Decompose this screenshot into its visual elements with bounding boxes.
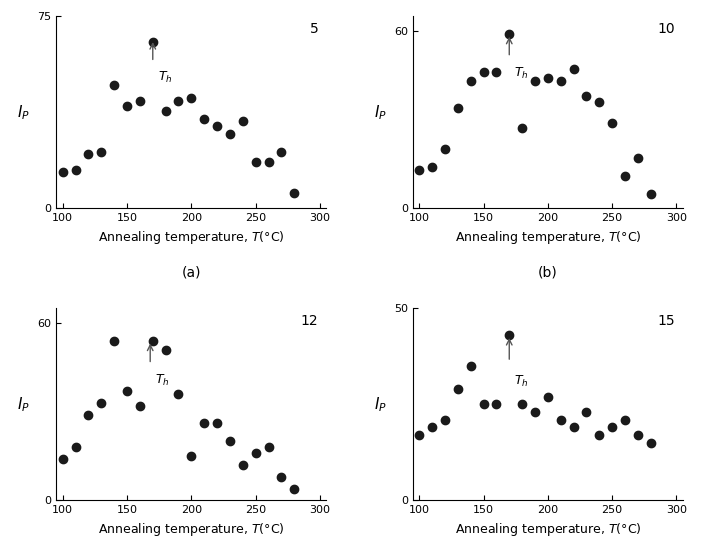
Point xyxy=(465,362,477,370)
Point xyxy=(478,400,489,408)
Point xyxy=(199,419,210,428)
Point xyxy=(517,400,528,408)
Point xyxy=(121,387,132,395)
Point xyxy=(645,189,656,198)
Text: (b): (b) xyxy=(538,266,558,280)
Point xyxy=(237,117,249,125)
Point xyxy=(186,452,197,461)
Point xyxy=(452,385,463,393)
Point xyxy=(427,162,438,171)
X-axis label: Annealing temperature, $T$(°C): Annealing temperature, $T$(°C) xyxy=(455,229,641,246)
Point xyxy=(96,399,107,407)
X-axis label: Annealing temperature, $T$(°C): Annealing temperature, $T$(°C) xyxy=(455,521,641,538)
Point xyxy=(263,158,274,166)
Point xyxy=(225,130,236,138)
Point xyxy=(250,449,261,457)
Point xyxy=(529,408,541,416)
Point xyxy=(57,455,68,463)
Point xyxy=(147,38,158,46)
Point xyxy=(108,81,120,90)
Point xyxy=(237,461,249,469)
Point xyxy=(439,145,451,153)
Point xyxy=(568,65,579,74)
Point xyxy=(542,74,553,82)
Point xyxy=(607,118,618,127)
Point xyxy=(503,331,515,339)
Point xyxy=(173,96,184,105)
Point xyxy=(83,410,94,419)
Point xyxy=(581,91,592,100)
Point xyxy=(478,68,489,76)
Point xyxy=(289,484,300,493)
Point xyxy=(568,423,579,431)
X-axis label: Annealing temperature, $T$(°C): Annealing temperature, $T$(°C) xyxy=(98,229,284,246)
Point xyxy=(632,431,643,440)
X-axis label: Annealing temperature, $T$(°C): Annealing temperature, $T$(°C) xyxy=(98,521,284,538)
Point xyxy=(121,102,132,110)
Point xyxy=(160,345,171,354)
Text: $T_h$: $T_h$ xyxy=(515,66,529,81)
Point xyxy=(414,166,425,174)
Point xyxy=(620,415,631,424)
Point xyxy=(173,390,184,398)
Text: $T_h$: $T_h$ xyxy=(158,70,172,85)
Y-axis label: $I_P$: $I_P$ xyxy=(374,103,386,122)
Y-axis label: $I_P$: $I_P$ xyxy=(17,395,30,414)
Text: 15: 15 xyxy=(657,314,674,328)
Point xyxy=(263,443,274,451)
Point xyxy=(607,423,618,431)
Point xyxy=(147,336,158,345)
Point xyxy=(108,336,120,345)
Point xyxy=(289,189,300,197)
Point xyxy=(70,166,81,174)
Point xyxy=(427,423,438,431)
Point xyxy=(439,415,451,424)
Y-axis label: $I_P$: $I_P$ xyxy=(17,103,30,122)
Point xyxy=(225,437,236,445)
Point xyxy=(57,168,68,176)
Point xyxy=(645,438,656,447)
Point xyxy=(160,107,171,115)
Point xyxy=(134,401,146,410)
Point xyxy=(134,96,146,105)
Point xyxy=(276,147,287,156)
Point xyxy=(491,68,502,76)
Point xyxy=(491,400,502,408)
Point xyxy=(517,124,528,133)
Point xyxy=(555,415,566,424)
Point xyxy=(96,147,107,156)
Text: 10: 10 xyxy=(657,22,674,36)
Y-axis label: $I_P$: $I_P$ xyxy=(374,395,386,414)
Text: (a): (a) xyxy=(182,266,201,280)
Text: $T_h$: $T_h$ xyxy=(515,373,529,388)
Point xyxy=(542,392,553,401)
Point xyxy=(452,103,463,112)
Point xyxy=(186,94,197,102)
Text: $T_h$: $T_h$ xyxy=(156,373,170,388)
Point xyxy=(414,431,425,440)
Point xyxy=(503,30,515,38)
Point xyxy=(593,97,605,106)
Point xyxy=(620,172,631,180)
Point xyxy=(211,122,222,131)
Point xyxy=(529,77,541,86)
Text: 5: 5 xyxy=(310,22,318,36)
Point xyxy=(83,150,94,159)
Point xyxy=(199,114,210,123)
Point xyxy=(593,431,605,440)
Text: 12: 12 xyxy=(301,314,318,328)
Point xyxy=(250,158,261,166)
Point xyxy=(465,77,477,86)
Point xyxy=(555,77,566,86)
Point xyxy=(581,408,592,416)
Point xyxy=(632,154,643,162)
Point xyxy=(211,419,222,428)
Point xyxy=(276,472,287,481)
Point xyxy=(70,443,81,451)
